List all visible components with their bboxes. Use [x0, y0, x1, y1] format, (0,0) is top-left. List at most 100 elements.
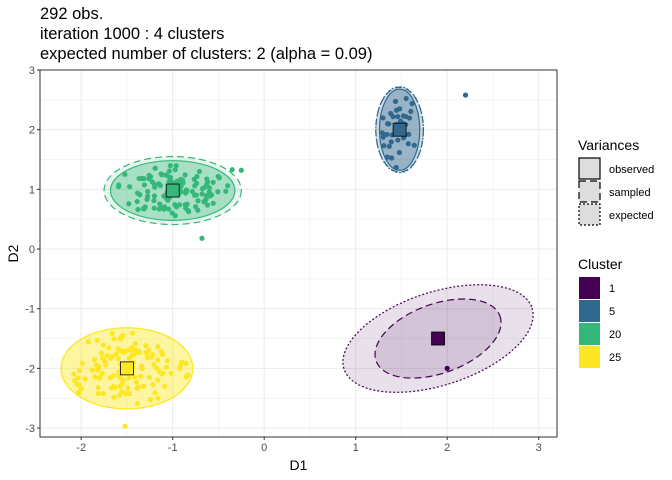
data-point-cluster-25	[130, 330, 136, 336]
data-point-cluster-25	[95, 390, 101, 397]
data-point-cluster-5	[411, 142, 417, 148]
data-point-cluster-25	[132, 340, 138, 347]
data-point-cluster-25	[152, 390, 158, 396]
data-point-cluster-25	[110, 383, 117, 389]
data-point-cluster-5	[408, 108, 414, 115]
data-point-cluster-25	[159, 371, 165, 377]
data-point-cluster-5	[379, 130, 385, 136]
data-point-cluster-25	[155, 377, 161, 383]
centroid-cluster-25	[120, 361, 134, 376]
data-point-cluster-25	[89, 367, 95, 373]
data-point-cluster-25	[75, 375, 81, 381]
data-point-cluster-20	[151, 205, 157, 211]
data-point-cluster-25	[113, 351, 119, 357]
data-point-cluster-20	[137, 192, 143, 198]
x-tick-label: 0	[261, 442, 267, 454]
data-point-cluster-25	[85, 339, 91, 345]
data-point-cluster-25	[71, 371, 77, 377]
data-point-cluster-25	[140, 383, 147, 389]
data-point-cluster-20	[199, 235, 205, 241]
y-axis-title: D2	[5, 244, 21, 262]
data-point-cluster-20	[192, 192, 198, 198]
legend-label-sampled: sampled	[609, 187, 651, 199]
data-point-cluster-25	[98, 350, 105, 356]
y-tick-label: 2	[29, 125, 35, 137]
data-point-cluster-20	[127, 184, 133, 190]
data-point-cluster-5	[388, 139, 394, 145]
data-point-cluster-5	[395, 113, 401, 120]
data-point-cluster-5	[381, 143, 387, 149]
data-point-cluster-20	[151, 198, 157, 204]
x-tick-label: -1	[168, 442, 178, 454]
y-tick-label: -3	[25, 423, 35, 435]
data-point-cluster-25	[120, 333, 126, 339]
data-point-cluster-5	[393, 164, 399, 171]
y-tick-label: 0	[29, 244, 35, 256]
y-tick-label: -1	[25, 304, 35, 316]
data-point-cluster-25	[126, 390, 133, 397]
centroid-cluster-5	[392, 122, 407, 137]
data-point-cluster-25	[125, 385, 131, 391]
data-point-cluster-20	[182, 172, 188, 178]
panel-border	[39, 69, 558, 438]
data-point-cluster-25	[158, 349, 164, 355]
data-point-cluster-25	[164, 358, 170, 364]
data-point-cluster-25	[72, 378, 78, 384]
data-point-cluster-5	[397, 106, 403, 112]
data-point-cluster-20	[167, 163, 173, 169]
data-point-cluster-25	[100, 391, 106, 397]
data-point-cluster-20	[135, 206, 141, 213]
legend-label-cluster-25: 25	[609, 352, 621, 364]
chart-title: 292 obs. iteration 1000 : 4 clusters exp…	[40, 4, 372, 64]
data-point-cluster-20	[196, 168, 203, 175]
legend-variances-title: Variances	[578, 137, 639, 153]
data-point-cluster-25	[154, 365, 160, 372]
data-point-cluster-25	[119, 389, 125, 395]
data-point-cluster-20	[178, 188, 184, 195]
legend-label-expected: expected	[609, 210, 654, 222]
data-point-cluster-20	[203, 193, 210, 199]
legend-cluster-title: Cluster	[578, 256, 623, 272]
data-point-cluster-25	[126, 375, 132, 381]
data-point-cluster-5	[397, 118, 404, 124]
data-point-cluster-5	[400, 113, 407, 119]
data-point-cluster-25	[185, 372, 191, 378]
data-point-cluster-20	[152, 165, 158, 171]
data-point-cluster-5	[462, 92, 469, 98]
data-point-cluster-20	[199, 191, 205, 197]
data-point-cluster-25	[115, 356, 121, 362]
data-point-cluster-25	[117, 383, 123, 390]
legend-swatch-cluster-1	[579, 277, 600, 299]
data-point-cluster-20	[172, 201, 178, 208]
data-point-cluster-20	[152, 184, 158, 190]
data-point-cluster-20	[204, 202, 211, 208]
data-point-cluster-25	[129, 344, 135, 351]
data-point-cluster-20	[141, 206, 147, 212]
data-point-cluster-25	[95, 367, 101, 373]
data-point-cluster-5	[385, 121, 391, 127]
data-point-cluster-20	[122, 171, 128, 177]
data-point-cluster-20	[229, 167, 235, 173]
data-point-cluster-20	[174, 178, 180, 184]
data-point-cluster-25	[132, 374, 138, 380]
center-layer	[120, 122, 445, 376]
data-point-cluster-20	[167, 174, 174, 181]
data-point-cluster-25	[99, 355, 105, 361]
data-point-cluster-20	[206, 185, 212, 191]
data-point-cluster-1	[444, 365, 450, 371]
legend-key-expected	[578, 203, 601, 226]
data-point-cluster-20	[193, 180, 200, 186]
data-point-cluster-20	[195, 198, 201, 204]
data-point-cluster-25	[150, 381, 156, 388]
data-point-cluster-25	[168, 370, 174, 376]
data-point-cluster-20	[126, 201, 132, 207]
data-point-cluster-20	[184, 188, 190, 194]
legend-label-cluster-5: 5	[609, 306, 615, 318]
data-point-cluster-5	[380, 115, 386, 121]
data-point-cluster-20	[156, 181, 162, 187]
data-point-cluster-5	[386, 143, 392, 149]
data-point-cluster-20	[161, 204, 168, 210]
data-point-cluster-25	[177, 362, 184, 369]
data-point-cluster-5	[389, 155, 395, 161]
